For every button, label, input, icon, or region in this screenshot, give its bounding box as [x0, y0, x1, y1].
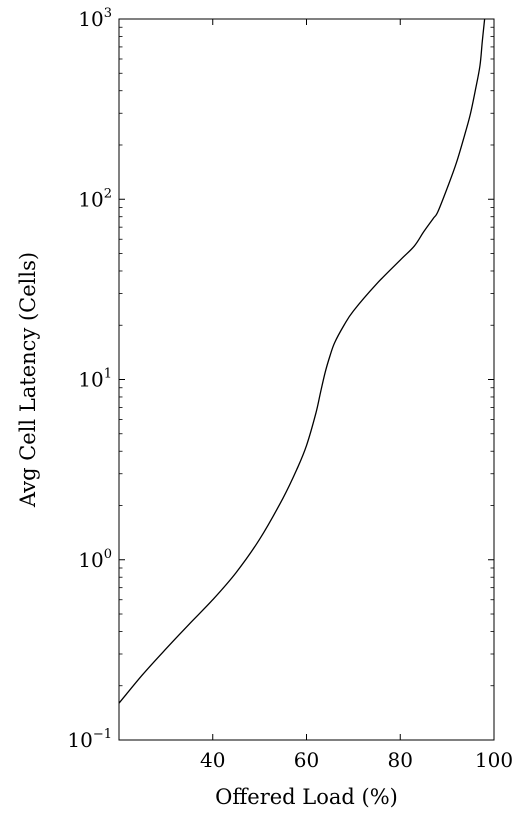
y-tick-label: 102	[78, 186, 112, 211]
x-tick-label: 80	[388, 748, 413, 772]
plot-area	[118, 18, 495, 741]
y-tick-label: 10−1	[67, 727, 112, 752]
series-line-0	[118, 18, 486, 704]
y-tick-label: 103	[78, 6, 112, 31]
x-tick-label: 40	[200, 748, 225, 772]
y-tick-label: 100	[78, 547, 112, 572]
plot-frame	[118, 18, 495, 741]
x-tick-label: 60	[294, 748, 319, 772]
y-axis-label: Avg Cell Latency (Cells)	[16, 252, 40, 508]
y-tick-label: 101	[78, 367, 112, 392]
x-tick-label: 100	[475, 748, 513, 772]
x-axis-label: Offered Load (%)	[215, 785, 398, 809]
y-axis: 10−1 100 101 102 103	[67, 6, 494, 752]
x-axis: 40 60 80 100	[200, 19, 513, 772]
